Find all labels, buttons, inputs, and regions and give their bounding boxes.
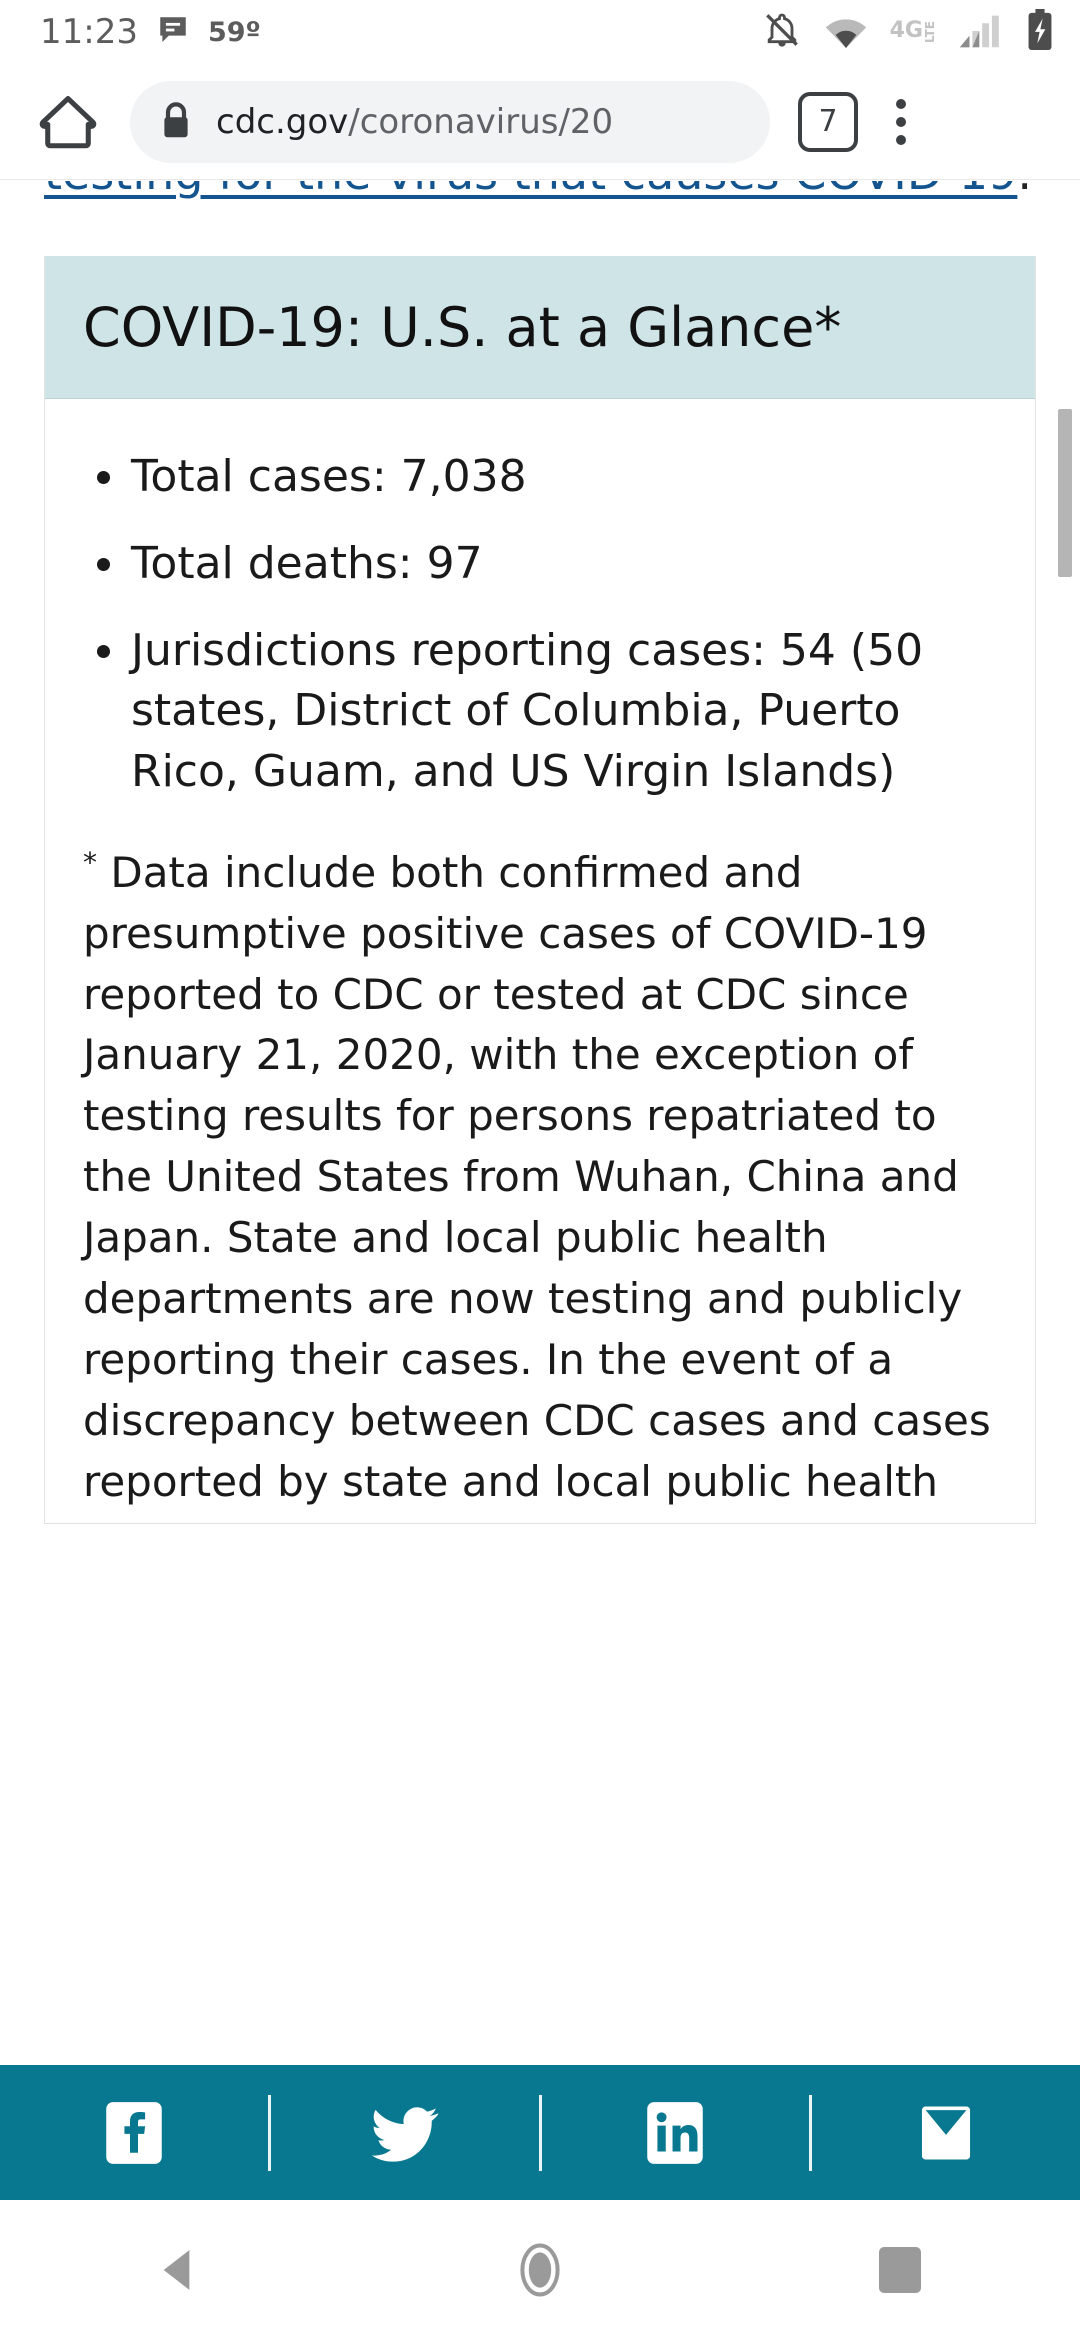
network-type-label: 4G LTE bbox=[889, 18, 937, 44]
home-icon[interactable] bbox=[20, 90, 116, 154]
status-bar-right: 4G LTE bbox=[762, 9, 1080, 55]
list-item: Total deaths: 97 bbox=[79, 534, 1001, 595]
recents-square-icon bbox=[879, 2247, 921, 2293]
card-footnote: * Data include both confirmed and presum… bbox=[79, 829, 1001, 1513]
social-divider-1 bbox=[267, 2094, 271, 2171]
card-title: COVID-19: U.S. at a Glance* bbox=[45, 256, 1035, 400]
notifications-silenced-icon bbox=[762, 10, 802, 54]
web-page-content[interactable]: testing for the virus that causes COVID-… bbox=[0, 181, 1080, 2080]
us-at-a-glance-card: COVID-19: U.S. at a Glance* Total cases:… bbox=[44, 256, 1036, 1524]
email-share-button[interactable] bbox=[812, 2065, 1080, 2200]
twitter-share-button[interactable] bbox=[271, 2065, 539, 2200]
recents-button[interactable] bbox=[800, 2200, 1000, 2340]
android-navigation-bar bbox=[0, 2200, 1080, 2340]
url-bar[interactable]: cdc.gov/coronavirus/20 bbox=[130, 80, 770, 163]
browser-toolbar: cdc.gov/coronavirus/20 7 bbox=[0, 64, 1080, 180]
social-divider-2 bbox=[538, 2094, 542, 2171]
battery-charging-icon bbox=[1026, 9, 1054, 55]
menu-dot-2 bbox=[896, 116, 906, 127]
menu-dot-3 bbox=[896, 134, 906, 145]
signal-bars-icon bbox=[958, 10, 1004, 54]
wifi-icon bbox=[824, 10, 868, 54]
facebook-share-button[interactable] bbox=[0, 2065, 268, 2200]
status-bar: 11:23 59º bbox=[0, 0, 1080, 64]
linkedin-share-button[interactable] bbox=[542, 2065, 810, 2200]
list-item: Jurisdictions reporting cases: 54 (50 st… bbox=[79, 621, 1001, 803]
covid-testing-link[interactable]: testing for the virus that causes COVID-… bbox=[44, 181, 1017, 200]
status-clock: 11:23 bbox=[40, 12, 138, 52]
social-share-bar bbox=[0, 2065, 1080, 2200]
footnote-text: Data include both confirmed and presumpt… bbox=[83, 847, 991, 1506]
stats-list: Total cases: 7,038 Total deaths: 97 Juri… bbox=[79, 447, 1001, 803]
back-button[interactable] bbox=[80, 2200, 280, 2340]
home-button[interactable] bbox=[440, 2200, 640, 2340]
tab-count-label: 7 bbox=[818, 104, 838, 139]
status-temperature: 59º bbox=[207, 16, 261, 48]
footnote-marker: * bbox=[83, 845, 97, 879]
message-icon bbox=[156, 13, 190, 51]
menu-dot-1 bbox=[896, 98, 906, 109]
tab-counter-button[interactable]: 7 bbox=[798, 91, 858, 152]
card-body: Total cases: 7,038 Total deaths: 97 Juri… bbox=[45, 399, 1035, 1522]
intro-paragraph: testing for the virus that causes COVID-… bbox=[0, 181, 1080, 204]
social-divider-3 bbox=[809, 2094, 813, 2171]
lock-icon bbox=[158, 100, 194, 144]
intro-period: . bbox=[1017, 181, 1032, 200]
page-scrollbar[interactable] bbox=[1058, 409, 1072, 577]
url-text: cdc.gov/coronavirus/20 bbox=[216, 101, 614, 142]
status-bar-left: 11:23 59º bbox=[0, 12, 261, 52]
list-item: Total cases: 7,038 bbox=[79, 447, 1001, 508]
overflow-menu-icon[interactable] bbox=[858, 98, 944, 145]
